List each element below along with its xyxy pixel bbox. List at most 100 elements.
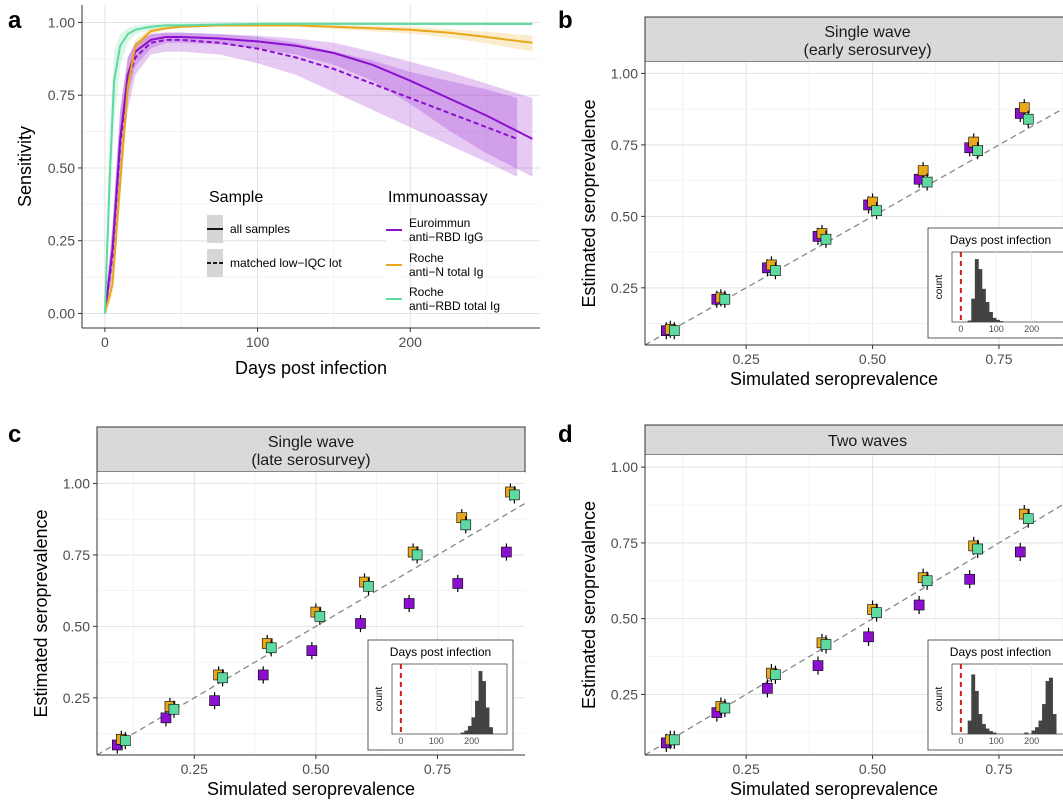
data-point — [460, 519, 472, 531]
panel-letter-b: b — [558, 7, 573, 34]
data-point — [871, 205, 882, 216]
inset-x-tick-label: 0 — [958, 736, 963, 746]
x-tick-label: 0.75 — [985, 351, 1012, 367]
histogram-bar — [1031, 730, 1036, 735]
data-point — [913, 599, 925, 611]
histogram-bar — [1024, 732, 1029, 735]
data-point — [863, 631, 874, 643]
x-tick-label: 200 — [399, 334, 423, 350]
panel-letter-a: a — [8, 7, 22, 34]
x-axis-title: Days post infection — [235, 358, 387, 378]
histogram-bar — [1042, 704, 1046, 735]
histogram-bar — [989, 731, 993, 735]
panel-d: Two waves 0.25 0.50 0.75 0.25 0.50 0.75 1.00 Sim… — [579, 424, 1063, 799]
data-point — [363, 581, 374, 592]
inset-plot-frame — [391, 663, 508, 735]
histogram-bar — [489, 727, 493, 735]
panel-letter-d: d — [558, 421, 573, 448]
data-point — [972, 145, 983, 156]
series-line — [103, 38, 518, 314]
x-tick-label: 0.75 — [424, 761, 451, 777]
histogram-bar — [1038, 720, 1043, 735]
data-point — [501, 546, 512, 558]
legend-label: anti−RBD IgG — [409, 230, 483, 244]
data-point — [921, 575, 933, 587]
data-point — [871, 607, 882, 618]
data-point — [812, 660, 824, 671]
data-point — [452, 578, 464, 589]
histogram-bar — [981, 723, 986, 735]
confidence-ribbon — [104, 32, 518, 314]
y-tick-label: 0.25 — [48, 233, 75, 249]
data-point — [964, 573, 975, 585]
histogram-bar — [978, 269, 983, 323]
inset-title: Days post infection — [950, 645, 1051, 659]
data-point — [265, 642, 277, 654]
data-point — [917, 165, 929, 176]
inset-histogram: Days post infection 0 100 200 count — [367, 639, 514, 751]
histogram-bar — [974, 259, 979, 323]
legend-label: Roche — [409, 251, 444, 265]
x-tick-label: 0.50 — [302, 761, 329, 777]
inset-histogram: Days post infection 0 100 200 count — [927, 639, 1063, 751]
y-axis-title: Estimated seroprevalence — [31, 509, 51, 717]
data-point — [411, 549, 423, 561]
inset-y-axis-title: count — [934, 275, 945, 300]
legend-label: Euroimmun — [409, 216, 470, 230]
legend-label: matched low−IQC lot — [230, 256, 342, 270]
y-tick-label: 1.00 — [63, 475, 90, 491]
x-tick-label: 0.50 — [859, 351, 886, 367]
panel-a: 0 100 200 0.00 0.25 0.50 0.75 1.00 Days post inf… — [15, 5, 540, 378]
x-tick-label: 0.50 — [859, 761, 886, 777]
y-tick-label: 0.50 — [611, 611, 638, 627]
histogram-bar — [471, 717, 476, 735]
histogram-bar — [482, 681, 486, 735]
histogram-bar — [996, 319, 1000, 323]
panel-letter-c: c — [8, 421, 21, 448]
x-axis-title: Simulated seroprevalence — [207, 779, 415, 799]
histogram-bar — [981, 288, 986, 323]
x-tick-label: 0.25 — [733, 761, 760, 777]
data-point — [168, 703, 180, 715]
y-tick-label: 0.50 — [63, 618, 90, 634]
y-tick-label: 0.75 — [611, 137, 638, 153]
data-point — [257, 669, 269, 681]
legend-title-sample: Sample — [209, 189, 263, 206]
data-point — [770, 669, 781, 680]
histogram-bar — [985, 728, 990, 735]
histogram-bar — [992, 732, 997, 735]
histogram-bar — [1049, 677, 1053, 735]
x-axis-title: Simulated seroprevalence — [730, 369, 938, 389]
inset-x-tick-label: 200 — [464, 736, 479, 746]
y-tick-label: 0.25 — [611, 280, 638, 296]
inset-plot-frame — [951, 251, 1063, 323]
histogram-bar — [464, 730, 469, 735]
inset-x-tick-label: 100 — [989, 736, 1004, 746]
x-axis-title: Simulated seroprevalence — [730, 779, 938, 799]
inset-x-tick-label: 200 — [1024, 324, 1039, 334]
histogram-bar — [467, 725, 472, 735]
histogram-bar — [475, 700, 479, 735]
data-point — [120, 735, 131, 747]
x-tick-label: 0.25 — [733, 351, 760, 367]
data-point — [972, 543, 983, 555]
plot-area — [97, 483, 525, 755]
inset-x-tick-label: 200 — [1024, 736, 1039, 746]
inset-histogram: Days post infection 0 100 200 count — [927, 227, 1063, 339]
plot-area — [645, 503, 1063, 755]
gridlines — [82, 5, 540, 328]
identity-line — [645, 107, 1063, 345]
panel-c: Single wave(late serosurvey) 0.25 0.50 0.75… — [31, 426, 526, 799]
histogram-bar — [999, 321, 1004, 323]
identity-line — [645, 503, 1063, 755]
data-point — [719, 702, 731, 714]
data-point — [770, 265, 781, 276]
y-tick-label: 0.25 — [611, 686, 638, 702]
y-tick-label: 0.00 — [48, 305, 75, 321]
data-point — [668, 734, 680, 746]
data-point — [217, 672, 228, 684]
y-axis-title: Estimated seroprevalence — [579, 501, 599, 709]
histogram-bar — [989, 311, 993, 323]
histogram-bar — [971, 674, 976, 735]
plot-area — [645, 99, 1063, 345]
